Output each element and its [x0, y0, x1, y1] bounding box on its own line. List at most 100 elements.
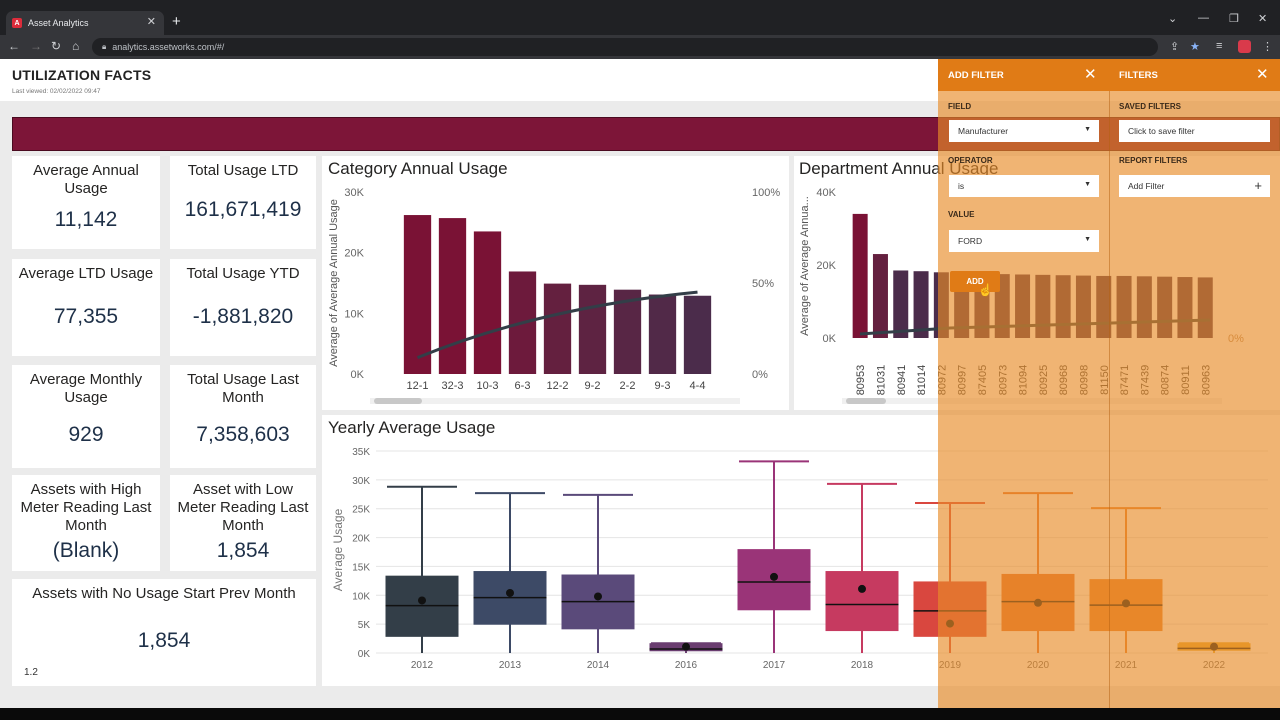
x-tick-label: 9-3 [655, 380, 671, 392]
card-label: Asset with Low Meter Reading Last Month [177, 481, 309, 534]
reading-list-icon[interactable]: ≡ [1216, 40, 1223, 52]
x-tick-label: 9-2 [585, 380, 601, 392]
horizontal-scrollbar-thumb [374, 398, 422, 404]
last-viewed: Last viewed: 02/02/2022 09:47 [12, 88, 101, 95]
save-filter-placeholder: Click to save filter [1128, 126, 1195, 136]
bar [578, 284, 607, 374]
x-tick-label: 2017 [763, 660, 786, 671]
x-tick-label: 81014 [916, 365, 928, 396]
field-label: FIELD [948, 102, 972, 111]
bookmark-star-icon[interactable]: ★ [1190, 41, 1200, 53]
card-average-monthly-usage[interactable]: Average Monthly Usage 929 [12, 365, 160, 468]
y-tick-label: 20K [816, 260, 836, 272]
card-label: Average LTD Usage [18, 265, 154, 282]
minimize-icon[interactable]: — [1198, 12, 1209, 24]
y2-tick-label: 50% [752, 278, 774, 290]
y-tick-label: 10K [344, 308, 364, 320]
back-icon[interactable]: ← [8, 39, 20, 53]
card-total-usage-ltd[interactable]: Total Usage LTD 161,671,419 [170, 156, 316, 249]
field-select[interactable]: Manufacturer ▼ [949, 120, 1099, 142]
save-filter-field[interactable]: Click to save filter [1119, 120, 1270, 142]
close-filters-icon[interactable]: ✕ [1256, 66, 1269, 83]
plus-icon[interactable]: + [1254, 178, 1262, 193]
close-add-filter-icon[interactable]: ✕ [1084, 66, 1097, 83]
x-tick-label: 10-3 [476, 380, 498, 392]
close-window-icon[interactable]: ✕ [1258, 13, 1268, 25]
y-tick-label: 25K [352, 505, 370, 516]
x-tick-label: 32-3 [441, 380, 463, 392]
card-total-usage-last-month[interactable]: Total Usage Last Month 7,358,603 [170, 365, 316, 468]
url-field[interactable]: 🔒︎ analytics.assetworks.com/#/ [92, 38, 1158, 56]
close-tab-icon[interactable]: ✕ [146, 16, 156, 28]
horizontal-scrollbar-track [370, 398, 740, 404]
card-assets-high-meter[interactable]: Assets with High Meter Reading Last Mont… [12, 475, 160, 571]
value-select[interactable]: FORD ▼ [949, 230, 1099, 252]
filter-overlay: ADD FILTER ✕ FILTERS ✕ FIELD Manufacture… [938, 59, 1280, 708]
restore-icon[interactable]: ❐ [1229, 13, 1239, 25]
y-tick-label: 10K [352, 591, 370, 602]
y-tick-label: 20K [344, 248, 364, 260]
bar [473, 231, 502, 374]
card-value: -1,881,820 [192, 305, 294, 328]
card-label: Assets with No Usage Start Prev Month [32, 585, 296, 602]
browser-tab[interactable]: A Asset Analytics ✕ [6, 11, 164, 35]
card-asset-low-meter[interactable]: Asset with Low Meter Reading Last Month … [170, 475, 316, 571]
y-tick-label: 0K [351, 369, 365, 381]
address-bar: ← → ↻ ⌂ 🔒︎ analytics.assetworks.com/#/ ⇪… [0, 35, 1280, 59]
extension-icon[interactable] [1238, 40, 1251, 53]
bar [683, 295, 712, 374]
report-filters-label: REPORT FILTERS [1119, 156, 1188, 165]
operator-select[interactable]: is ▼ [949, 175, 1099, 197]
category-annual-usage-chart: Category Annual Usage 0K 10K 20K 30K 0% 50% 100… [328, 159, 780, 404]
chart-title: Category Annual Usage [328, 159, 508, 178]
new-tab-icon[interactable]: + [172, 13, 181, 30]
y-tick-label: 5K [358, 620, 371, 631]
y2-tick-label: 0% [752, 369, 768, 381]
home-icon[interactable]: ⌂ [72, 39, 80, 53]
y-tick-label: 35K [352, 447, 370, 458]
page-title: UTILIZATION FACTS [12, 67, 152, 83]
reload-icon[interactable]: ↻ [51, 39, 62, 53]
x-tick-label: 2013 [499, 660, 522, 671]
box-mean-point [858, 584, 866, 593]
tab-strip: A Asset Analytics ✕ + ⌄ — ❐ ✕ [0, 0, 1280, 35]
report-add-filter[interactable]: Add Filter + [1119, 175, 1270, 197]
y-tick-label: 0K [823, 333, 837, 345]
tab-search-icon[interactable]: ⌄ [1168, 13, 1178, 25]
operator-label: OPERATOR [948, 156, 993, 165]
screen-bottom-edge [0, 708, 1280, 720]
y-tick-label: 30K [352, 476, 370, 487]
tab-title: Asset Analytics [28, 18, 89, 28]
card-assets-no-usage[interactable]: Assets with No Usage Start Prev Month 1,… [12, 579, 316, 686]
lock-icon: 🔒︎ [102, 42, 107, 51]
value-label: VALUE [948, 210, 975, 219]
share-icon[interactable]: ⇪ [1170, 41, 1180, 53]
x-tick-label: 2-2 [620, 380, 636, 392]
menu-icon[interactable]: ⋮ [1262, 41, 1273, 53]
box-mean-point [594, 592, 602, 601]
card-total-usage-ytd[interactable]: Total Usage YTD -1,881,820 [170, 259, 316, 356]
card-value: 161,671,419 [184, 198, 302, 221]
card-label: Assets with High Meter Reading Last Mont… [20, 481, 152, 534]
box [825, 571, 899, 632]
bar [543, 283, 572, 374]
add-filter-button[interactable]: ADD [950, 271, 1000, 292]
box-mean-point [506, 588, 514, 597]
card-label: Average Annual Usage [33, 162, 139, 197]
y-tick-label: 40K [816, 187, 836, 199]
card-label: Total Usage LTD [187, 162, 299, 179]
x-tick-label: 12-1 [406, 380, 428, 392]
x-tick-label: 12-2 [546, 380, 568, 392]
y-axis-label: Average of Average Annual Usage [328, 199, 340, 367]
card-average-annual-usage[interactable]: Average Annual Usage 11,142 [12, 156, 160, 249]
y-tick-label: 15K [352, 562, 370, 573]
chart-title: Yearly Average Usage [328, 418, 495, 437]
operator-select-value: is [958, 181, 965, 191]
category-annual-usage-panel[interactable]: Category Annual Usage 0K 10K 20K 30K 0% 50% 100… [322, 156, 789, 410]
chevron-down-icon: ▼ [1084, 181, 1091, 188]
value-select-value: FORD [958, 236, 983, 246]
card-average-ltd-usage[interactable]: Average LTD Usage 77,355 [12, 259, 160, 356]
forward-icon[interactable]: → [30, 39, 42, 53]
bar [648, 294, 677, 374]
y-tick-label: 30K [344, 187, 364, 199]
